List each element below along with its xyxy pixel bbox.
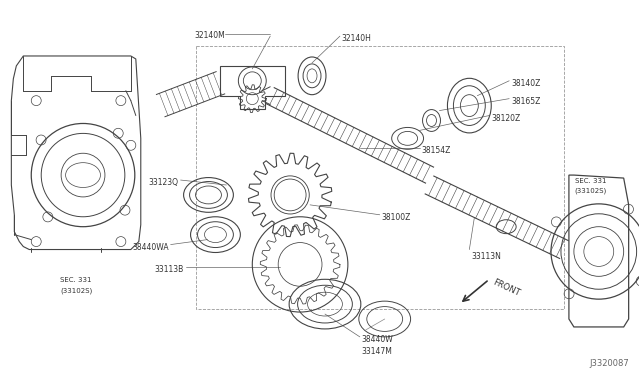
Text: J3320087: J3320087 bbox=[589, 359, 628, 368]
Text: 32140H: 32140H bbox=[342, 34, 372, 43]
Text: 32140M: 32140M bbox=[195, 31, 225, 40]
Text: SEC. 331: SEC. 331 bbox=[575, 178, 607, 184]
Text: (33102S): (33102S) bbox=[60, 287, 92, 294]
Text: 38165Z: 38165Z bbox=[511, 97, 541, 106]
Text: SEC. 331: SEC. 331 bbox=[60, 277, 92, 283]
Text: 38440WA: 38440WA bbox=[132, 243, 169, 251]
Text: 38100Z: 38100Z bbox=[381, 213, 411, 222]
Text: (33102S): (33102S) bbox=[575, 188, 607, 195]
Text: 38140Z: 38140Z bbox=[511, 79, 541, 88]
Text: 33113B: 33113B bbox=[154, 265, 184, 275]
Text: 38154Z: 38154Z bbox=[422, 146, 451, 155]
Text: 33123Q: 33123Q bbox=[148, 178, 179, 187]
Text: FRONT: FRONT bbox=[492, 277, 521, 298]
Text: 38440W: 38440W bbox=[362, 335, 394, 344]
Text: 38120Z: 38120Z bbox=[492, 113, 520, 122]
Text: 33147M: 33147M bbox=[362, 347, 393, 356]
Text: 33113N: 33113N bbox=[471, 251, 501, 260]
